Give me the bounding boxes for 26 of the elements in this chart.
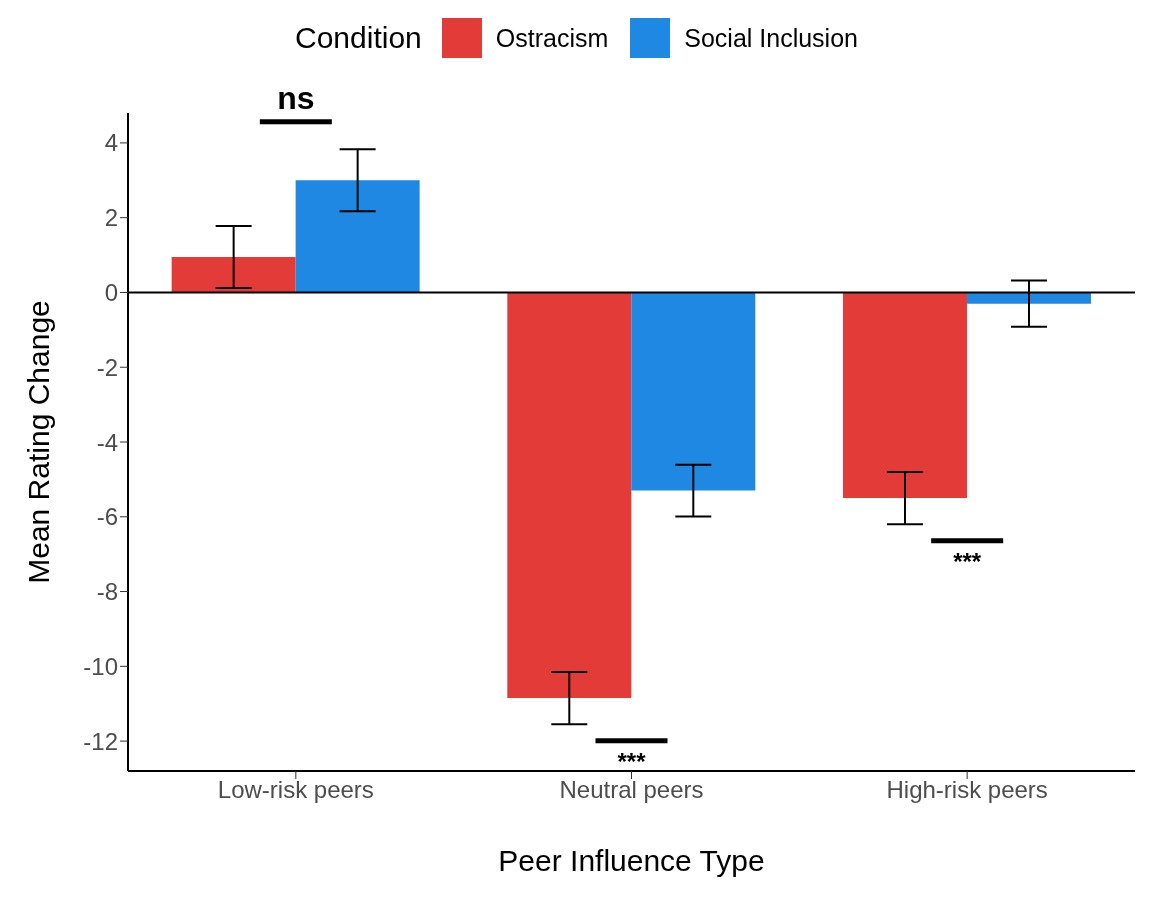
bar (295, 180, 420, 293)
y-axis-title: Mean Rating Change (21, 300, 55, 584)
x-tick-label: Low-risk peers (217, 776, 374, 804)
x-axis-title: Peer Influence Type (498, 844, 765, 877)
legend-label: Social Inclusion (684, 23, 858, 53)
bar (171, 256, 296, 293)
bar (631, 292, 756, 491)
annotation: *** (953, 548, 982, 576)
annotation: *** (617, 748, 647, 776)
x-tick-label: High-risk peers (886, 776, 1048, 804)
y-tick-label: -4 (96, 428, 118, 456)
y-tick-label: -8 (96, 578, 118, 606)
bar (842, 292, 967, 499)
x-tick-label: Neutral peers (559, 776, 704, 804)
y-tick-label: -2 (96, 353, 118, 381)
y-tick-label: 2 (104, 204, 118, 232)
legend-label: Ostracism (495, 23, 609, 53)
bar (507, 292, 632, 699)
annotation: ns (277, 80, 315, 117)
legend-title: Condition (295, 21, 422, 55)
bar (966, 292, 1091, 304)
y-tick-label: -6 (96, 503, 118, 531)
y-tick-label: 0 (104, 278, 118, 306)
y-tick-label: 4 (104, 129, 118, 157)
y-tick-label: -12 (83, 727, 118, 755)
y-tick-label: -10 (83, 652, 118, 680)
